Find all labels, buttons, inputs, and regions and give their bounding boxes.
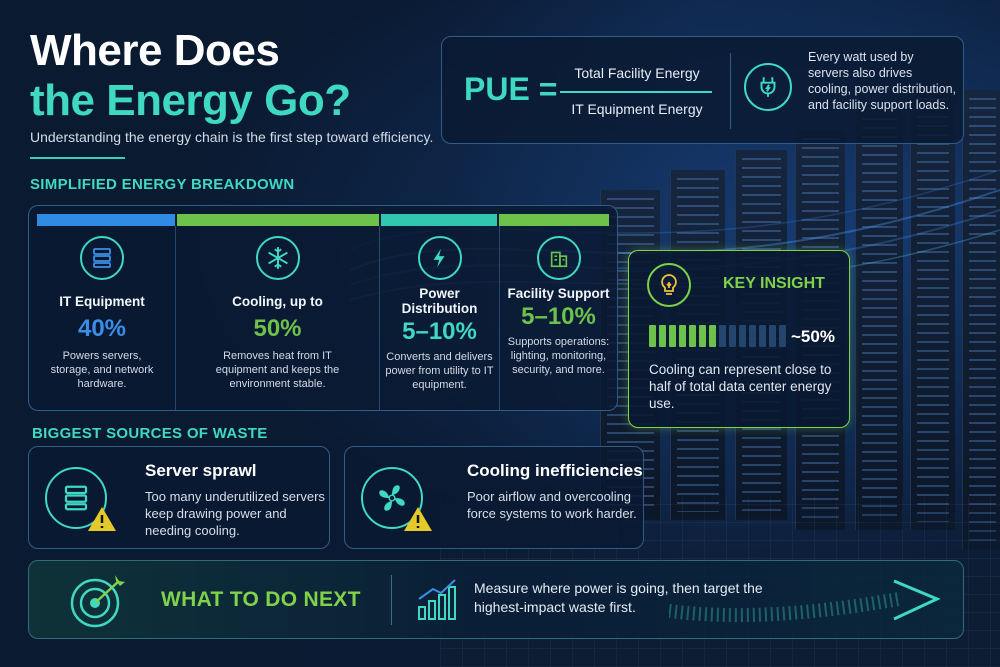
breakdown-item-power: Power Distribution 5–10% Converts and de… xyxy=(379,226,499,410)
energy-breakdown-panel: IT Equipment 40% Powers servers, storage… xyxy=(28,205,618,411)
breakdown-item-cooling: Cooling, up to 50% Removes heat from IT … xyxy=(175,226,379,410)
insight-level-segment xyxy=(649,325,656,347)
insight-title: KEY INSIGHT xyxy=(723,275,825,292)
waste-text: Poor airflow and overcooling force syste… xyxy=(467,489,637,521)
insight-level-segment xyxy=(749,325,756,347)
breakdown-bar-facility xyxy=(499,214,609,226)
waste-title: Server sprawl xyxy=(145,461,257,480)
title-underline xyxy=(30,157,125,159)
insight-level-segment xyxy=(669,325,676,347)
warning-icon xyxy=(88,507,116,531)
insight-text: Cooling can represent close to half of t… xyxy=(649,362,832,411)
breakdown-bar-it xyxy=(37,214,175,226)
pue-numerator: Total Facility Energy xyxy=(574,65,700,81)
breakdown-description: Powers servers, storage, and network har… xyxy=(50,350,154,390)
insight-level-segment xyxy=(689,325,696,347)
breakdown-bar-cooling xyxy=(177,214,379,226)
lightbulb-icon xyxy=(647,263,691,307)
pue-formula-panel: PUE = Total Facility Energy IT Equipment… xyxy=(441,36,964,144)
waste-item-server-sprawl: Server sprawl Too many underutilized ser… xyxy=(28,446,330,549)
snowflake-icon xyxy=(255,236,300,280)
pue-fraction-line xyxy=(560,91,712,93)
fan-warning-icon xyxy=(361,467,423,529)
waste-item-cooling: Cooling inefficiencies Poor airflow and … xyxy=(344,446,644,549)
breakdown-name: Cooling, up to xyxy=(232,294,323,309)
building-icon xyxy=(536,236,581,280)
page-title: Where Does the Energy Go? xyxy=(30,26,351,126)
insight-level-segment xyxy=(779,325,786,347)
breakdown-percent: 5–10% xyxy=(521,303,596,330)
arrow-icon xyxy=(669,579,941,623)
insight-level-segment xyxy=(759,325,766,347)
breakdown-description: Supports operations: lighting, monitorin… xyxy=(507,336,610,376)
breakdown-name: Facility Support xyxy=(507,286,610,301)
insight-level-segment xyxy=(659,325,666,347)
pue-note: Every watt used by servers also drives c… xyxy=(808,50,956,112)
page-subtitle: Understanding the energy chain is the fi… xyxy=(30,129,434,145)
breakdown-percent: 5–10% xyxy=(402,318,477,345)
insight-level-segment xyxy=(769,325,776,347)
pue-divider xyxy=(730,53,731,129)
next-title: WHAT TO DO NEXT xyxy=(161,588,361,611)
breakdown-percent: 40% xyxy=(77,315,127,342)
next-divider xyxy=(391,575,392,625)
insight-value: ~50% xyxy=(791,327,835,346)
insight-level-segment xyxy=(729,325,736,347)
breakdown-description: Converts and delivers power from utility… xyxy=(385,351,494,391)
title-line-2: the Energy Go? xyxy=(30,76,351,125)
title-line-1: Where Does xyxy=(30,26,280,75)
breakdown-percent: 50% xyxy=(253,315,302,342)
pue-label: PUE = xyxy=(464,71,558,107)
insight-level-segment xyxy=(739,325,746,347)
insight-level-segment xyxy=(719,325,726,347)
insight-level-bar xyxy=(649,325,786,347)
breakdown-bar-power xyxy=(381,214,497,226)
waste-heading: BIGGEST SOURCES OF WASTE xyxy=(32,425,268,442)
breakdown-item-it: IT Equipment 40% Powers servers, storage… xyxy=(29,226,175,410)
breakdown-description: Removes heat from IT equipment and keeps… xyxy=(215,350,340,390)
breakdown-item-facility: Facility Support 5–10% Supports operatio… xyxy=(499,226,617,410)
insight-level-segment xyxy=(709,325,716,347)
server-warning-icon xyxy=(45,467,107,529)
waste-text: Too many underutilized servers keep draw… xyxy=(145,489,325,538)
insight-level-segment xyxy=(699,325,706,347)
warning-icon xyxy=(404,507,432,531)
lightning-icon xyxy=(417,236,462,280)
pue-denominator: IT Equipment Energy xyxy=(571,101,703,117)
waste-title: Cooling inefficiencies xyxy=(467,461,643,480)
breakdown-heading: SIMPLIFIED ENERGY BREAKDOWN xyxy=(30,176,295,193)
breakdown-name: IT Equipment xyxy=(59,294,145,309)
plug-icon xyxy=(744,63,792,111)
key-insight-panel: KEY INSIGHT ~50% Cooling can represent c… xyxy=(628,250,850,428)
target-icon xyxy=(70,575,125,628)
server-icon xyxy=(80,236,124,280)
what-to-do-next-panel: WHAT TO DO NEXT Measure where power is g… xyxy=(28,560,964,639)
growth-chart-icon xyxy=(418,579,456,620)
next-text: Measure where power is going, then targe… xyxy=(474,580,763,615)
insight-level-segment xyxy=(679,325,686,347)
breakdown-name: Power Distribution xyxy=(401,286,478,316)
